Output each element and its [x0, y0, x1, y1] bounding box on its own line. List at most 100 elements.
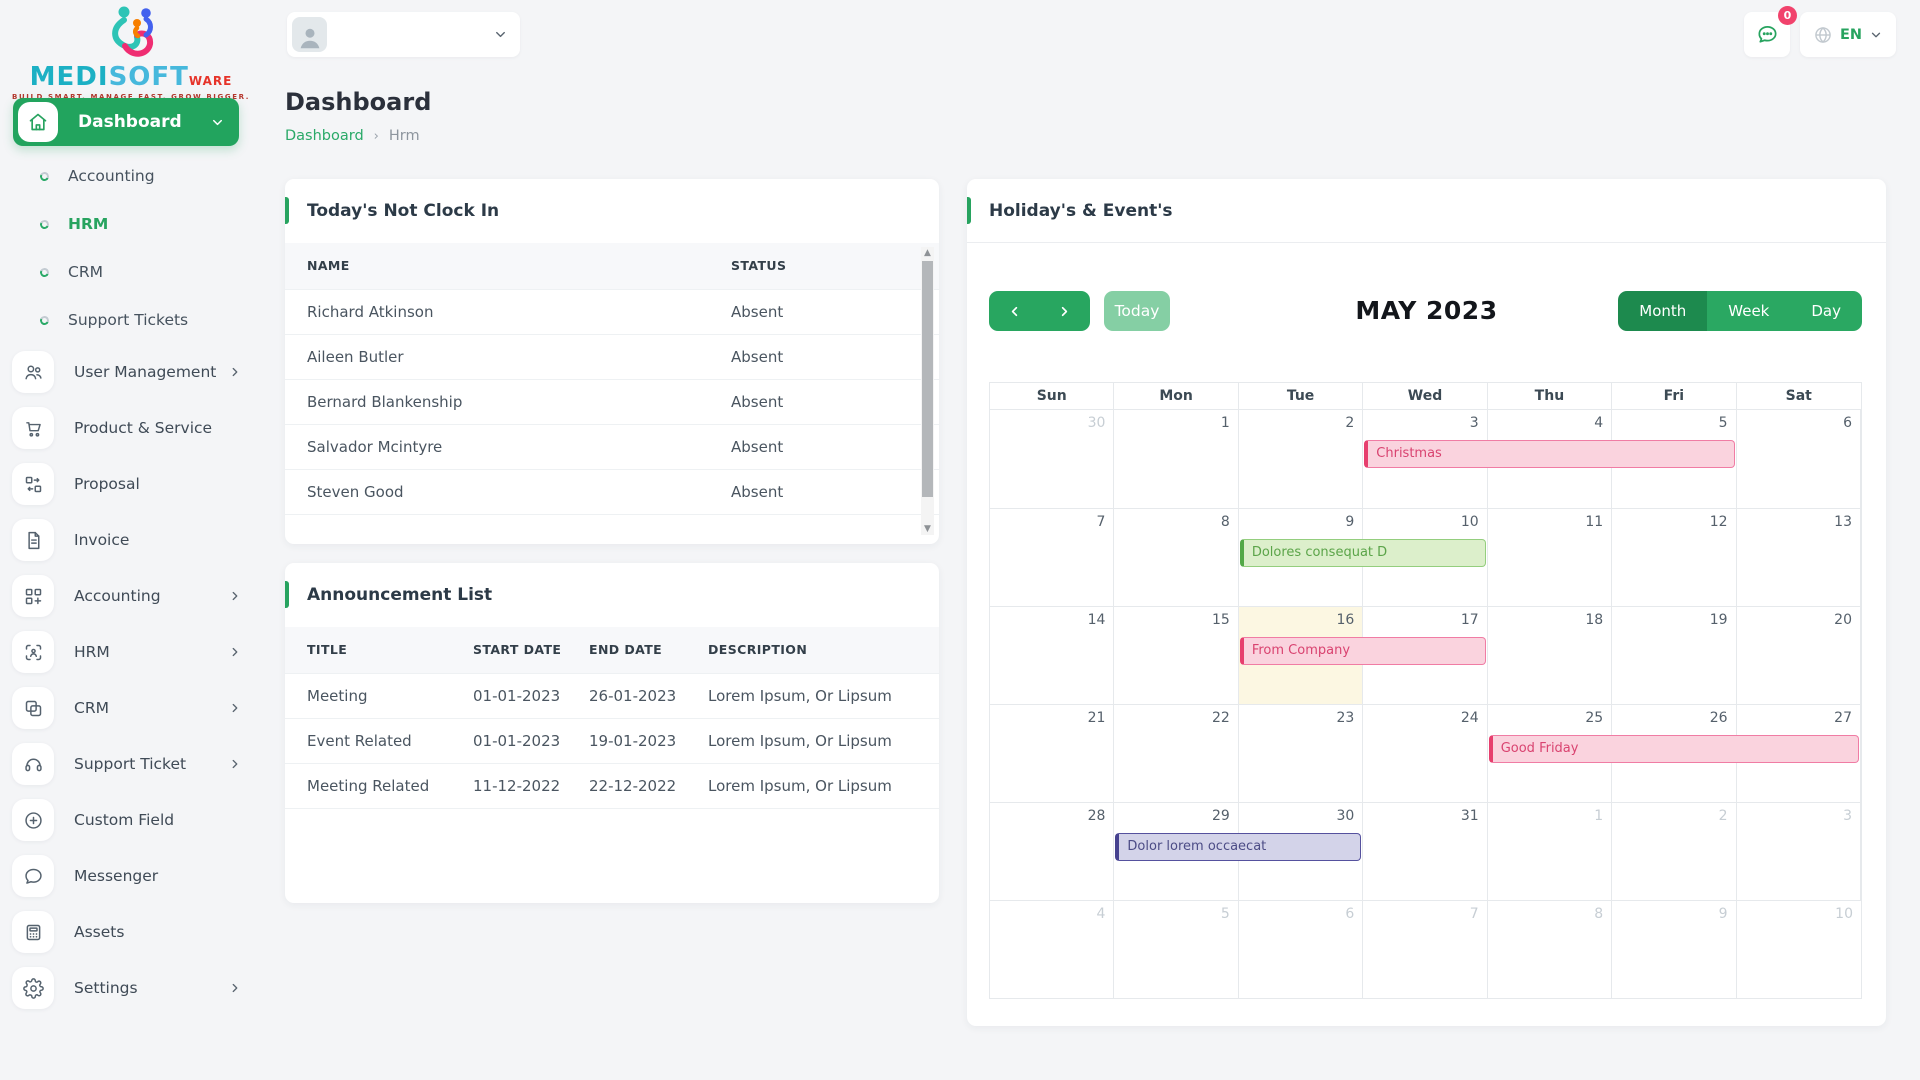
not-clock-in-row: Bernard Blankenship Absent	[285, 379, 939, 425]
view-day-button[interactable]: Day	[1790, 291, 1862, 331]
scroll-up-arrow[interactable]: ▲	[924, 248, 931, 258]
sidebar-subitem-crm[interactable]: CRM	[0, 248, 262, 296]
day-cell-6[interactable]: 6	[1239, 901, 1364, 998]
sidebar-subitem-label: HRM	[68, 215, 109, 233]
day-cell-7[interactable]: 7	[1363, 901, 1488, 998]
day-cell-24[interactable]: 24	[1363, 705, 1488, 802]
sidebar-item-dashboard-label: Dashboard	[78, 112, 182, 132]
divider	[967, 242, 1886, 243]
day-cell-11[interactable]: 11	[1488, 509, 1613, 606]
logo-soft: SOFT	[108, 62, 189, 92]
day-cell-12[interactable]: 12	[1612, 509, 1737, 606]
day-cell-23[interactable]: 23	[1239, 705, 1364, 802]
user-menu-dropdown[interactable]	[287, 12, 520, 57]
day-cell-21[interactable]: 21	[990, 705, 1115, 802]
day-cell-8[interactable]: 8	[1488, 901, 1613, 998]
calendar-card: Holiday's & Event's Today MAY 2023 Month…	[967, 179, 1886, 1026]
day-cell-2[interactable]: 2	[1612, 803, 1737, 900]
not-clock-in-title: Today's Not Clock In	[307, 201, 500, 221]
day-cell-22[interactable]: 22	[1114, 705, 1239, 802]
announcement-card: Announcement List TITLE START DATE END D…	[285, 563, 939, 903]
sidebar-subitem-accounting[interactable]: Accounting	[0, 152, 262, 200]
sidebar-item-settings[interactable]: Settings	[0, 960, 262, 1016]
day-cell-15[interactable]: 15	[1114, 607, 1239, 704]
breadcrumb-dashboard-link[interactable]: Dashboard	[285, 128, 364, 144]
day-cell-2[interactable]: 2	[1239, 410, 1364, 508]
sidebar-item-hrm[interactable]: HRM	[0, 624, 262, 680]
day-cell-4[interactable]: 4	[990, 901, 1115, 998]
day-cell-6[interactable]: 6	[1737, 410, 1861, 508]
next-month-button[interactable]	[1040, 291, 1091, 331]
day-cell-28[interactable]: 28	[990, 803, 1115, 900]
day-cell-30[interactable]: 30	[990, 410, 1115, 508]
calendar-day-header-row: Sun Mon Tue Wed Thu Fri Sat	[990, 383, 1861, 410]
day-cell-1[interactable]: 1	[1114, 410, 1239, 508]
calendar-event-dolores-consequat-d[interactable]: Dolores consequat D	[1239, 539, 1486, 567]
calendar-event-christmas[interactable]: Christmas	[1364, 440, 1735, 468]
calendar-view-switcher: Month Week Day	[1618, 291, 1862, 331]
today-button[interactable]: Today	[1104, 291, 1170, 331]
day-cell-10[interactable]: 10	[1363, 509, 1488, 606]
sidebar-nav: User Management Product & Service Propos…	[0, 344, 262, 1016]
view-month-button[interactable]: Month	[1618, 291, 1708, 331]
day-cell-13[interactable]: 13	[1737, 509, 1861, 606]
day-header-fri: Fri	[1612, 383, 1737, 409]
table-cell: 01-01-2023	[451, 718, 567, 764]
not-clock-in-row: Steven Good Absent	[285, 469, 939, 515]
view-week-button[interactable]: Week	[1707, 291, 1791, 331]
sidebar-item-label: Settings	[74, 979, 138, 997]
day-cell-7[interactable]: 7	[990, 509, 1115, 606]
day-cell-5[interactable]: 5	[1114, 901, 1239, 998]
table-scrollbar[interactable]: ▲ ▼	[921, 247, 934, 535]
day-cell-31[interactable]: 31	[1363, 803, 1488, 900]
announcement-row: Meeting Related 11-12-2022 22-12-2022 Lorem…	[285, 763, 939, 809]
scrollbar-thumb[interactable]	[922, 261, 933, 497]
day-cell-18[interactable]: 18	[1488, 607, 1613, 704]
day-cell-30[interactable]: 30	[1239, 803, 1364, 900]
calendar-event-from-company[interactable]: From Company	[1239, 637, 1486, 665]
sidebar-item-label: Support Ticket	[74, 755, 187, 773]
sidebar-item-product-service[interactable]: Product & Service	[0, 400, 262, 456]
table-cell: Meeting Related	[285, 763, 451, 809]
language-label: EN	[1839, 26, 1863, 43]
day-cell-10[interactable]: 10	[1835, 906, 1853, 922]
invoice-icon	[12, 519, 54, 561]
prev-month-button[interactable]	[989, 291, 1040, 331]
sidebar-item-accounting[interactable]: Accounting	[0, 568, 262, 624]
table-cell: Richard Atkinson	[285, 288, 709, 335]
day-cell-27[interactable]: 27	[1737, 705, 1861, 802]
table-cell: 22-12-2022	[567, 763, 686, 809]
table-cell: Aileen Butler	[285, 334, 709, 380]
calendar-event-dolor-lorem-occaecat[interactable]: Dolor lorem occaecat	[1115, 833, 1362, 861]
table-cell: Lorem Ipsum, Or Lipsum	[686, 672, 939, 719]
day-cell-9[interactable]: 9	[1612, 901, 1737, 998]
day-cell-14[interactable]: 14	[990, 607, 1115, 704]
scroll-down-arrow[interactable]: ▼	[924, 524, 931, 534]
messages-button[interactable]: 0	[1744, 6, 1797, 57]
col-header-name: NAME	[285, 243, 709, 289]
sidebar-item-invoice[interactable]: Invoice	[0, 512, 262, 568]
day-cell-5[interactable]: 5	[1612, 410, 1737, 508]
sidebar-item-dashboard[interactable]: Dashboard	[13, 98, 239, 146]
sidebar-item-assets[interactable]: Assets	[0, 904, 262, 960]
sidebar-subitem-support-tickets[interactable]: Support Tickets	[0, 296, 262, 344]
day-cell-17[interactable]: 17	[1363, 607, 1488, 704]
sidebar-item-crm[interactable]: CRM	[0, 680, 262, 736]
day-cell-8[interactable]: 8	[1114, 509, 1239, 606]
sidebar-item-custom-field[interactable]: Custom Field	[0, 792, 262, 848]
sidebar-subitem-hrm[interactable]: HRM	[0, 200, 262, 248]
logo-ware: WARE	[188, 74, 233, 88]
day-cell-20[interactable]: 20	[1737, 607, 1861, 704]
sidebar-item-user-management[interactable]: User Management	[0, 344, 262, 400]
day-cell-1[interactable]: 1	[1488, 803, 1613, 900]
day-cell-3[interactable]: 3	[1737, 803, 1861, 900]
language-selector[interactable]: EN	[1800, 12, 1896, 57]
sidebar-item-support-ticket[interactable]: Support Ticket	[0, 736, 262, 792]
sidebar-item-proposal[interactable]: Proposal	[0, 456, 262, 512]
calendar-event-good-friday[interactable]: Good Friday	[1488, 735, 1859, 763]
sidebar-item-messenger[interactable]: Messenger	[0, 848, 262, 904]
day-cell-19[interactable]: 19	[1612, 607, 1737, 704]
proposal-icon	[12, 463, 54, 505]
chevron-right-icon	[228, 589, 242, 603]
sidebar-item-label: HRM	[74, 643, 110, 661]
